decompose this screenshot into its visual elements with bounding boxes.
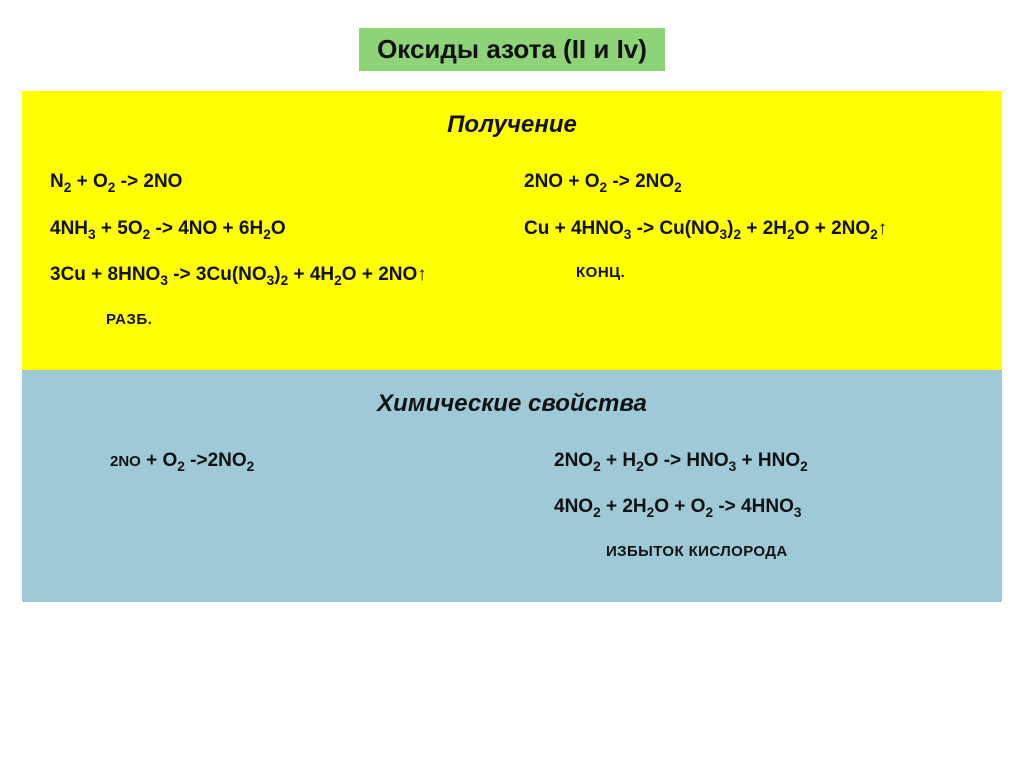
slide: Оксиды азота (II и Iv) Получение N2 + O2… [0, 0, 1024, 767]
props-right-note: ИЗБЫТОК КИСЛОРОДА [606, 541, 974, 562]
obtain-left-eq3: 3Cu + 8HNO3 -> 3Cu(NO3)2 + 4H2O + 2NO↑ [50, 262, 500, 289]
props-left-eq1: 2NO + O2 ->2NO2 [110, 448, 530, 475]
obtain-left-col: N2 + O2 -> 2NO 4NH3 + 5O2 -> 4NO + 6H2O … [50, 157, 500, 350]
obtain-heading: Получение [50, 111, 974, 139]
props-columns: 2NO + O2 ->2NO2 2NO2 + H2O -> HNO3 + HNO… [50, 436, 974, 582]
obtain-left-eq2: 4NH3 + 5O2 -> 4NO + 6H2O [50, 216, 500, 243]
obtain-columns: N2 + O2 -> 2NO 4NH3 + 5O2 -> 4NO + 6H2O … [50, 157, 974, 350]
obtain-left-note: РАЗБ. [106, 309, 500, 330]
obtain-right-note: КОНЦ. [576, 262, 974, 283]
props-right-eq1: 2NO2 + H2O -> HNO3 + HNO2 [554, 448, 974, 475]
obtain-right-eq2: Cu + 4HNO3 -> Cu(NO3)2 + 2H2O + 2NO2↑ [524, 216, 974, 243]
props-left-col: 2NO + O2 ->2NO2 [50, 436, 530, 582]
props-panel: Химические свойства 2NO + O2 ->2NO2 2NO2… [22, 370, 1002, 602]
obtain-panel: Получение N2 + O2 -> 2NO 4NH3 + 5O2 -> 4… [22, 91, 1002, 370]
obtain-right-col: 2NO + O2 -> 2NO2 Cu + 4HNO3 -> Cu(NO3)2 … [524, 157, 974, 350]
props-right-eq2: 4NO2 + 2H2O + O2 -> 4HNO3 [554, 494, 974, 521]
props-right-col: 2NO2 + H2O -> HNO3 + HNO2 4NO2 + 2H2O + … [554, 436, 974, 582]
obtain-right-eq1: 2NO + O2 -> 2NO2 [524, 169, 974, 196]
title-row: Оксиды азота (II и Iv) [0, 0, 1024, 91]
slide-title: Оксиды азота (II и Iv) [359, 28, 665, 71]
props-heading: Химические свойства [50, 390, 974, 418]
obtain-left-eq1: N2 + O2 -> 2NO [50, 169, 500, 196]
